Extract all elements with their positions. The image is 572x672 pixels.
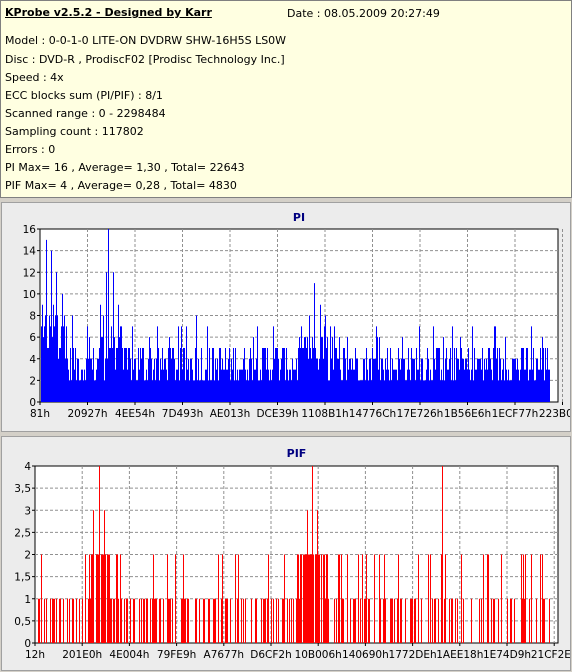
x-tick-label: 7D493h xyxy=(162,408,203,420)
y-tick-label: 2 xyxy=(29,375,36,387)
chart-title: PIF xyxy=(287,447,307,460)
y-tick-label: 14 xyxy=(23,246,37,258)
y-tick-label: 3 xyxy=(24,505,31,517)
errors-line: Errors : 0 xyxy=(5,143,56,156)
pif-chart-panel: PIF 0 0,5 1 1,5 2 2,5 3 3,5 4 12h 201E0h 4E004h 79FE9… xyxy=(1,436,571,671)
disc-line: Disc : DVD-R , ProdiscF02 [Prodisc Techn… xyxy=(5,53,285,66)
x-tick-label: D6CF2h xyxy=(250,649,291,661)
x-tick-label: 1AEE18h xyxy=(436,649,483,661)
x-tick-label: 4EE54h xyxy=(115,408,155,420)
pif-summary-line: PIF Max= 4 , Average= 0,28 , Total= 4830 xyxy=(5,179,237,192)
ecc-line: ECC blocks sum (PI/PIF) : 8/1 xyxy=(5,89,163,102)
x-tick-label: 17E726h xyxy=(397,408,444,420)
y-tick-label: 8 xyxy=(29,311,36,323)
pi-chart-panel: PI 0 2 4 6 8 10 12 14 16 81h 20927h 4EE54h 7D493h AE01… xyxy=(1,202,571,432)
x-tick-label: 12h xyxy=(25,649,45,661)
pi-summary-line: PI Max= 16 , Average= 1,30 , Total= 2264… xyxy=(5,161,245,174)
x-tick-label: 10B006h xyxy=(295,649,342,661)
x-tick-label: 1ECF77h xyxy=(492,408,539,420)
model-line: Model : 0-0-1-0 LITE-ON DVDRW SHW-16H5S … xyxy=(5,34,287,47)
y-tick-label: 1,5 xyxy=(14,572,31,584)
y-tick-label: 4 xyxy=(29,354,36,366)
x-tick-label: 1E74D9h xyxy=(483,649,531,661)
x-tick-label: 140690h xyxy=(342,649,389,661)
info-panel: KProbe v2.5.2 - Designed by Karr Date : … xyxy=(0,0,572,198)
speed-line: Speed : 4x xyxy=(5,71,64,84)
y-tick-label: 2,5 xyxy=(14,527,31,539)
x-tick-label: 4E004h xyxy=(109,649,149,661)
y-tick-label: 16 xyxy=(23,224,37,236)
x-tick-label: 21CF2Eh xyxy=(531,649,570,661)
x-tick-label: 81h xyxy=(30,408,50,420)
chart-title: PI xyxy=(293,211,305,224)
x-tick-label: 20927h xyxy=(67,408,107,420)
y-tick-label: 4 xyxy=(24,461,31,473)
y-tick-label: 1 xyxy=(24,594,31,606)
x-tick-label: A7677h xyxy=(204,649,245,661)
y-tick-label: 0 xyxy=(29,397,36,409)
y-tick-label: 10 xyxy=(23,289,36,301)
y-tick-label: 0,5 xyxy=(14,616,31,628)
pif-chart: PIF 0 0,5 1 1,5 2 2,5 3 3,5 4 12h 201E0h 4E004h 79FE9… xyxy=(14,447,570,661)
y-tick-label: 2 xyxy=(24,550,31,562)
x-tick-label: 1B56E6h xyxy=(444,408,491,420)
x-tick-label: 14776Ch xyxy=(349,408,396,420)
y-tick-label: 12 xyxy=(23,267,36,279)
y-tick-label: 6 xyxy=(29,332,36,344)
x-tick-label: 1108B1h xyxy=(301,408,348,420)
range-line: Scanned range : 0 - 2298484 xyxy=(5,107,166,120)
app-title: KProbe v2.5.2 - Designed by Karr xyxy=(5,6,212,19)
scan-date: Date : 08.05.2009 20:27:49 xyxy=(287,7,440,20)
x-tick-label: 201E0h xyxy=(62,649,102,661)
x-tick-label: 223B0Eh xyxy=(539,408,570,420)
sampling-line: Sampling count : 117802 xyxy=(5,125,144,138)
pi-chart: PI 0 2 4 6 8 10 12 14 16 81h 20927h 4EE54h 7D493h AE01… xyxy=(23,211,570,420)
x-tick-label: 79FE9h xyxy=(157,649,196,661)
x-tick-label: 1772DEh xyxy=(389,649,437,661)
x-tick-label: AE013h xyxy=(210,408,251,420)
x-tick-label: DCE39h xyxy=(256,408,298,420)
y-tick-label: 0 xyxy=(24,638,31,650)
y-tick-label: 3,5 xyxy=(14,483,31,495)
